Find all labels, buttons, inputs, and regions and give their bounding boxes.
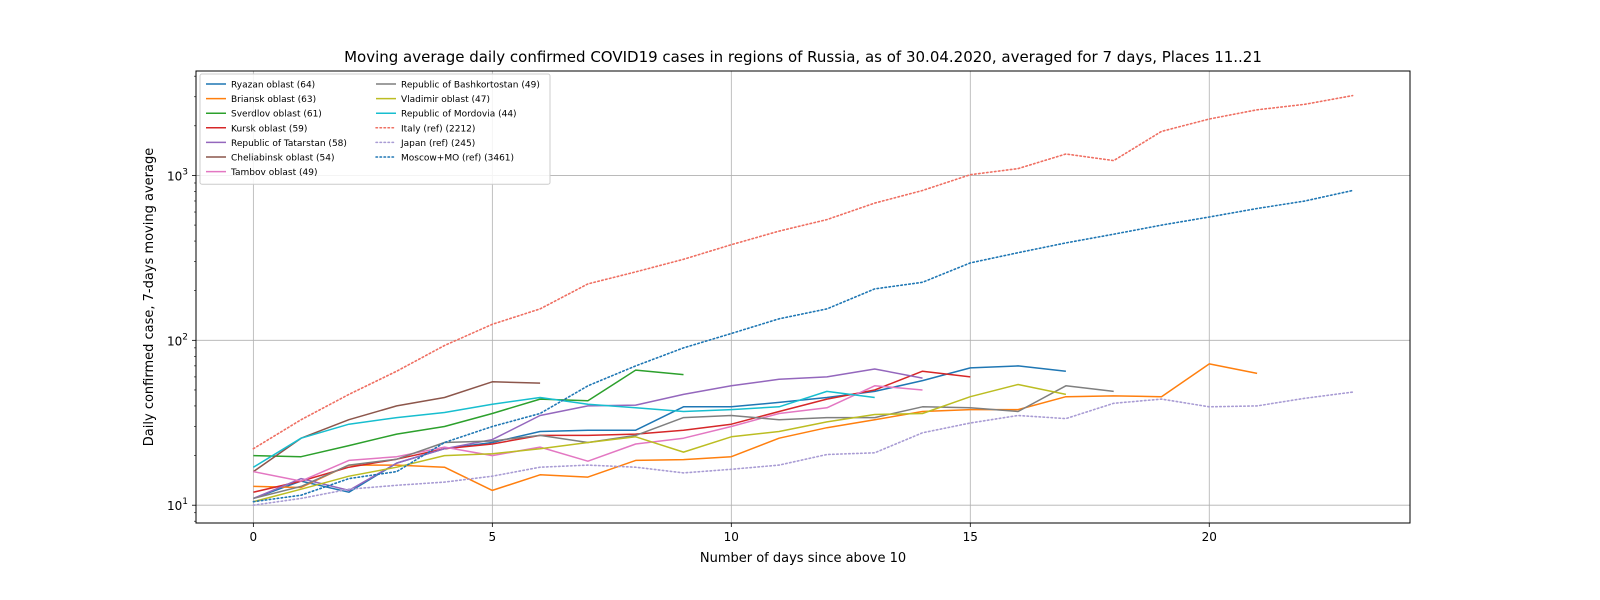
series-line <box>253 383 1067 503</box>
plot-area-frame <box>195 70 1411 524</box>
legend-label: Cheliabinsk oblast (54) <box>231 154 335 164</box>
y-tick-base: 10 <box>167 334 182 348</box>
legend-label: Tambov oblast (49) <box>230 168 317 178</box>
legend-label: Japan (ref) (245) <box>400 139 475 149</box>
legend-label: Republic of Bashkortostan (49) <box>401 81 540 91</box>
x-tick-label: 5 <box>489 530 497 544</box>
x-axis-label: Number of days since above 10 <box>700 551 906 566</box>
series-line <box>253 368 923 500</box>
legend-label: Moscow+MO (ref) (3461) <box>401 154 514 164</box>
x-tick-label: 10 <box>724 530 739 544</box>
series-line <box>253 385 1114 500</box>
x-tick-label: 15 <box>963 530 978 544</box>
y-tick-label: 101 <box>167 497 188 513</box>
x-tick-label: 0 <box>250 530 258 544</box>
y-tick-base: 10 <box>167 169 182 183</box>
series-line <box>253 385 923 482</box>
legend-label: Kursk oblast (59) <box>231 124 307 134</box>
series-line <box>253 369 684 458</box>
legend-label: Republic of Mordovia (44) <box>401 110 517 120</box>
y-tick-label: 103 <box>167 167 188 183</box>
legend-label: Italy (ref) (2212) <box>401 124 475 134</box>
plot-series <box>252 94 1354 507</box>
series-line <box>253 363 1258 492</box>
legend-label: Briansk oblast (63) <box>231 95 316 105</box>
legend: Ryazan oblast (64) Briansk oblast (63) Sve… <box>199 73 551 185</box>
series-line <box>253 390 875 468</box>
y-tick-exponent: 1 <box>182 497 188 507</box>
legend-label: Vladimir oblast (47) <box>401 95 490 105</box>
legend-box <box>199 73 551 185</box>
series-line <box>252 189 1354 503</box>
series-line <box>252 391 1354 507</box>
y-axis-label: Daily confirmed case, 7-days moving aver… <box>142 148 157 446</box>
y-tick-exponent: 3 <box>182 167 188 177</box>
y-tick-exponent: 2 <box>182 332 188 342</box>
legend-label: Republic of Tatarstan (58) <box>231 139 347 149</box>
legend-label: Ryazan oblast (64) <box>231 81 315 91</box>
y-tick-label: 102 <box>167 332 188 348</box>
chart-title: Moving average daily confirmed COVID19 c… <box>344 48 1262 66</box>
series-line <box>252 94 1354 450</box>
legend-label: Sverdlov oblast (61) <box>231 110 322 120</box>
x-axis-ticks: 0 5 10 15 20 <box>250 523 1217 544</box>
y-tick-base: 10 <box>167 499 182 513</box>
x-tick-label: 20 <box>1202 530 1217 544</box>
